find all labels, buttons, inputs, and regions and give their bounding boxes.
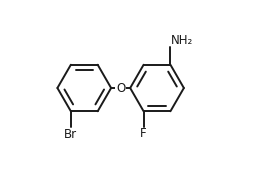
Text: Br: Br (64, 128, 77, 141)
Text: NH₂: NH₂ (171, 34, 194, 47)
Text: F: F (140, 127, 147, 140)
Text: O: O (116, 81, 125, 95)
